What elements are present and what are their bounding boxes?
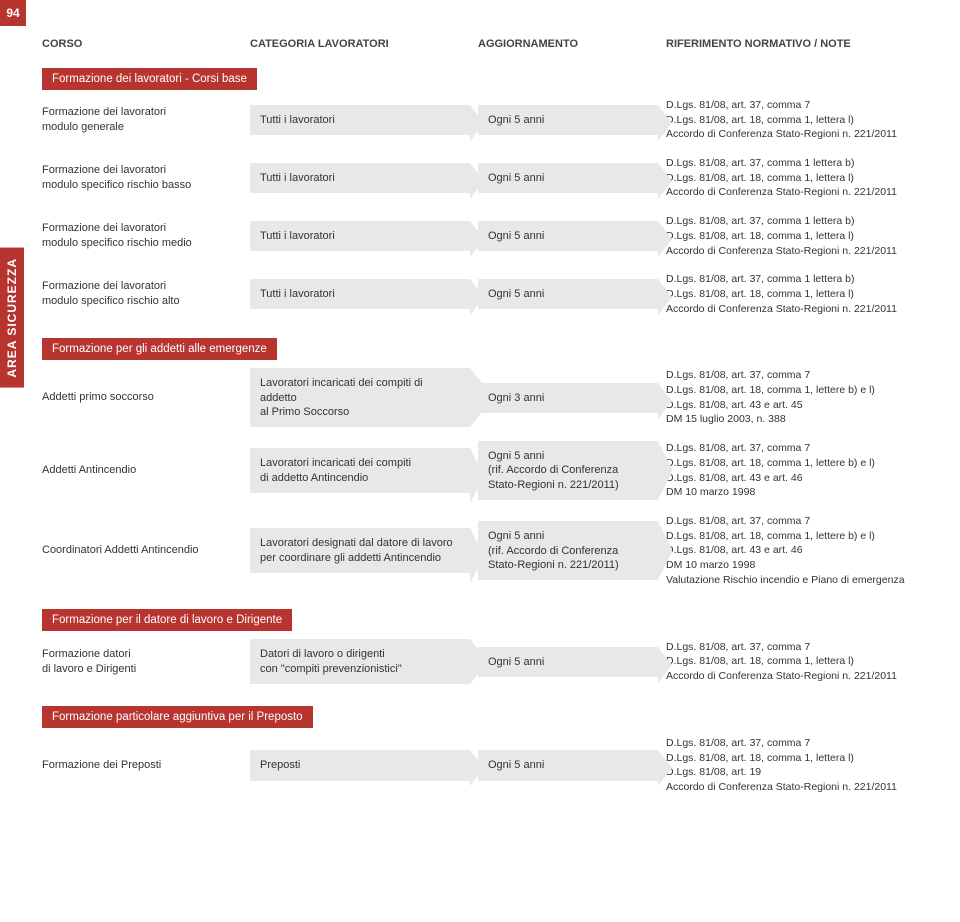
cell-corso: Formazione dei lavoratorimodulo specific… <box>42 279 242 309</box>
section-title: Formazione per gli addetti alle emergenz… <box>42 338 277 360</box>
cell-corso: Formazione dei lavoratorimodulo specific… <box>42 163 242 193</box>
cell-corso: Formazione dei lavoratorimodulo specific… <box>42 221 242 251</box>
cell-categoria: Preposti <box>250 750 470 780</box>
cell-aggiornamento: Ogni 5 anni <box>478 750 658 780</box>
table-row: Formazione dei lavoratorimodulo specific… <box>42 214 942 258</box>
cell-aggiornamento: Ogni 5 anni <box>478 105 658 135</box>
table-row: Formazione dei lavoratorimodulo generale… <box>42 98 942 142</box>
cell-riferimento: D.Lgs. 81/08, art. 37, comma 7D.Lgs. 81/… <box>666 98 942 142</box>
cell-aggiornamento: Ogni 5 anni <box>478 221 658 251</box>
cell-aggiornamento: Ogni 5 anni <box>478 279 658 309</box>
col-header-categoria: CATEGORIA LAVORATORI <box>250 38 470 50</box>
cell-corso: Formazione dei Preposti <box>42 758 242 773</box>
section-title: Formazione particolare aggiuntiva per il… <box>42 706 313 728</box>
cell-corso: Formazione dei lavoratorimodulo generale <box>42 105 242 135</box>
cell-aggiornamento: Ogni 5 anni <box>478 163 658 193</box>
cell-riferimento: D.Lgs. 81/08, art. 37, comma 7D.Lgs. 81/… <box>666 514 942 587</box>
cell-categoria: Lavoratori incaricati dei compiti di add… <box>250 368 470 427</box>
table-row: Formazione dei Preposti Preposti Ogni 5 an… <box>42 736 942 795</box>
col-header-aggiornamento: AGGIORNAMENTO <box>478 38 658 50</box>
cell-aggiornamento: Ogni 3 anni <box>478 383 658 413</box>
side-tab: AREA SICUREZZA <box>0 38 30 829</box>
col-header-corso: CORSO <box>42 38 242 50</box>
cell-riferimento: D.Lgs. 81/08, art. 37, comma 1 lettera b… <box>666 272 942 316</box>
table-row: Formazione dei lavoratorimodulo specific… <box>42 272 942 316</box>
cell-aggiornamento: Ogni 5 anni(rif. Accordo di Conferenza S… <box>478 441 658 500</box>
main-table: CORSO CATEGORIA LAVORATORI AGGIORNAMENTO… <box>30 38 960 829</box>
cell-riferimento: D.Lgs. 81/08, art. 37, comma 7D.Lgs. 81/… <box>666 640 942 684</box>
side-tab-label: AREA SICUREZZA <box>0 248 24 388</box>
cell-riferimento: D.Lgs. 81/08, art. 37, comma 1 lettera b… <box>666 156 942 200</box>
table-row: Formazione dei lavoratorimodulo specific… <box>42 156 942 200</box>
cell-categoria: Tutti i lavoratori <box>250 221 470 251</box>
cell-categoria: Lavoratori incaricati dei compitidi adde… <box>250 448 470 493</box>
cell-categoria: Lavoratori designati dal datore di lavor… <box>250 528 470 573</box>
cell-corso: Addetti Antincendio <box>42 463 242 478</box>
cell-corso: Formazione datoridi lavoro e Dirigenti <box>42 647 242 677</box>
section-title: Formazione per il datore di lavoro e Dir… <box>42 609 292 631</box>
cell-aggiornamento: Ogni 5 anni(rif. Accordo di Conferenza S… <box>478 521 658 580</box>
cell-categoria: Tutti i lavoratori <box>250 163 470 193</box>
table-row: Addetti Antincendio Lavoratori incaricati… <box>42 441 942 500</box>
table-row: Formazione datoridi lavoro e Dirigenti Da… <box>42 639 942 684</box>
cell-aggiornamento: Ogni 5 anni <box>478 647 658 677</box>
cell-riferimento: D.Lgs. 81/08, art. 37, comma 7D.Lgs. 81/… <box>666 736 942 795</box>
cell-riferimento: D.Lgs. 81/08, art. 37, comma 7D.Lgs. 81/… <box>666 368 942 427</box>
table-row: Coordinatori Addetti Antincendio Lavorato… <box>42 514 942 587</box>
page-number: 94 <box>0 0 26 26</box>
cell-riferimento: D.Lgs. 81/08, art. 37, comma 7D.Lgs. 81/… <box>666 441 942 500</box>
cell-categoria: Datori di lavoro o dirigenticon "compiti… <box>250 639 470 684</box>
section-title: Formazione dei lavoratori - Corsi base <box>42 68 257 90</box>
col-header-riferimento: RIFERIMENTO NORMATIVO / NOTE <box>666 38 942 50</box>
table-header: CORSO CATEGORIA LAVORATORI AGGIORNAMENTO… <box>42 38 942 50</box>
cell-categoria: Tutti i lavoratori <box>250 279 470 309</box>
cell-riferimento: D.Lgs. 81/08, art. 37, comma 1 lettera b… <box>666 214 942 258</box>
cell-corso: Addetti primo soccorso <box>42 390 242 405</box>
cell-corso: Coordinatori Addetti Antincendio <box>42 543 242 558</box>
table-row: Addetti primo soccorso Lavoratori incaric… <box>42 368 942 427</box>
cell-categoria: Tutti i lavoratori <box>250 105 470 135</box>
